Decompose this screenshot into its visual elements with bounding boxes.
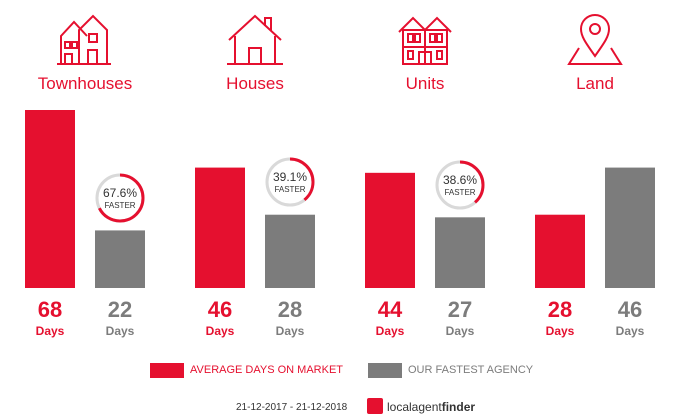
bar-townhouses-fastest: [95, 230, 145, 288]
faster-badge-units: 38.6% FASTER: [434, 159, 486, 211]
bar-units-fastest: [435, 217, 485, 288]
brand-text-light: localagent: [387, 400, 442, 414]
value-label-townhouses-fastest: 22: [107, 297, 133, 322]
days-label: Days: [375, 324, 405, 338]
category-label-houses: Houses: [226, 74, 284, 93]
brand-text-bold: finder: [441, 400, 476, 414]
legend-swatch-average: [150, 363, 184, 378]
badge-ring: [435, 160, 485, 210]
value-label-units-fastest: 27: [447, 297, 473, 322]
bar-land-fastest: [605, 167, 655, 288]
townhouses-icon: [57, 14, 111, 65]
bar-townhouses-avg: [25, 110, 75, 288]
brand-logo-icon: [367, 398, 383, 414]
legend-label-average: AVERAGE DAYS ON MARKET: [190, 364, 344, 376]
badge-text: FASTER: [104, 201, 136, 210]
days-label: Days: [35, 324, 65, 338]
days-label: Days: [205, 324, 235, 338]
bar-houses-fastest: [265, 214, 315, 288]
badge-percent: 38.6%: [442, 173, 478, 187]
value-label-land-avg: 28: [547, 297, 573, 322]
bar-units-avg: [365, 172, 415, 288]
faster-badge-townhouses: 67.6% FASTER: [94, 172, 146, 224]
date-range: 21-12-2017 - 21-12-2018: [236, 402, 348, 413]
badge-ring-progress: [95, 173, 145, 223]
bar-houses-avg: [195, 167, 245, 288]
days-label: Days: [615, 324, 645, 338]
faster-badge-houses: 39.1% FASTER: [264, 156, 316, 208]
badge-text: FASTER: [274, 185, 306, 194]
category-label-units: Units: [405, 74, 445, 93]
brand-logo-text: localagentfinder: [387, 400, 475, 414]
badge-ring-progress: [265, 157, 315, 207]
value-label-units-avg: 44: [377, 297, 403, 322]
bar-land-avg: [535, 214, 585, 288]
badge-percent: 39.1%: [272, 170, 308, 184]
days-label: Days: [445, 324, 475, 338]
house-icon: [227, 14, 283, 65]
badge-text: FASTER: [444, 188, 476, 197]
days-label: Days: [275, 324, 305, 338]
badge-percent: 67.6%: [102, 186, 138, 200]
land-pin-icon: [567, 14, 623, 65]
value-label-houses-avg: 46: [207, 297, 233, 322]
badge-ring: [95, 173, 145, 223]
value-label-townhouses-avg: 68: [37, 297, 63, 322]
days-label: Days: [105, 324, 135, 338]
legend-swatch-fastest: [368, 363, 402, 378]
category-label-land: Land: [576, 74, 614, 93]
badge-ring: [265, 157, 315, 207]
value-label-houses-fastest: 28: [277, 297, 303, 322]
value-label-land-fastest: 46: [617, 297, 643, 322]
legend-label-fastest: OUR FASTEST AGENCY: [408, 364, 534, 376]
days-label: Days: [545, 324, 575, 338]
units-icon: [398, 16, 452, 65]
category-label-townhouses: Townhouses: [37, 74, 133, 93]
badge-ring-progress: [435, 160, 485, 210]
